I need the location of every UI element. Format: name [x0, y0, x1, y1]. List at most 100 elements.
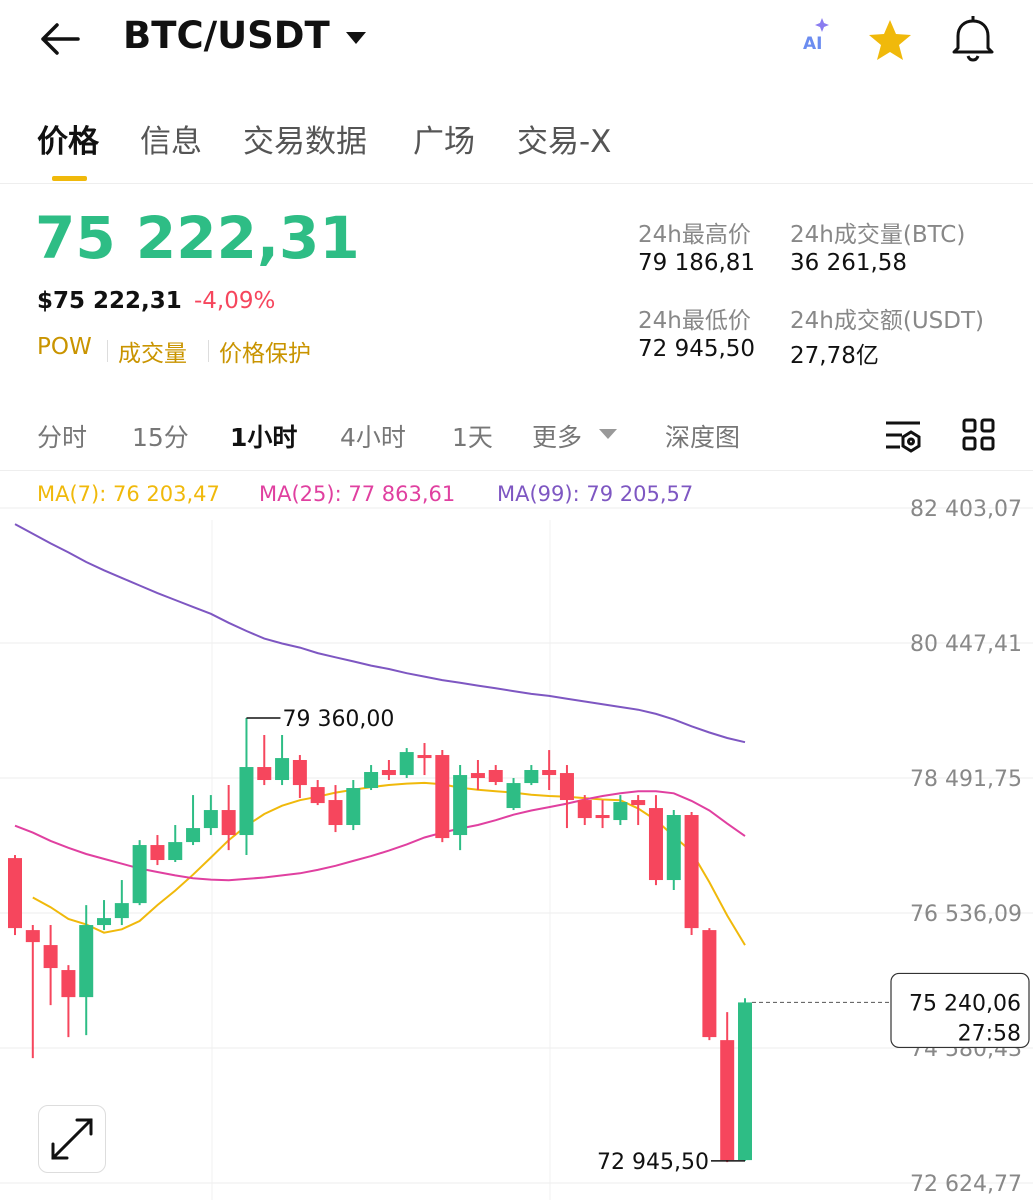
current-price-box [890, 972, 1030, 1049]
back-icon[interactable] [38, 20, 82, 60]
stat-value: 36 261,58 [790, 250, 908, 276]
indicator-icon[interactable] [884, 418, 924, 454]
stat-value: 79 186,81 [638, 250, 756, 276]
candle-body [275, 758, 290, 781]
divider [0, 183, 1033, 184]
divider [0, 470, 1033, 471]
ai-sparkle [815, 18, 829, 32]
interval[interactable]: 深度图 [665, 423, 741, 452]
interval[interactable]: 1天 [452, 423, 493, 452]
expand-button[interactable] [38, 1105, 106, 1173]
candle-body [239, 767, 254, 836]
candle-body [150, 845, 165, 861]
candle-body [25, 930, 40, 943]
candle-body [613, 802, 628, 821]
price-change: -4,09% [194, 288, 276, 314]
candle-body [684, 815, 699, 929]
candle-body [738, 1002, 752, 1161]
tag[interactable]: POW [37, 334, 92, 360]
candle-body [328, 800, 343, 826]
ma-legend: MA(7): 76 203,47 [37, 482, 220, 506]
candle-body [648, 808, 663, 881]
candle-body [8, 858, 22, 929]
tab[interactable]: 信息 [140, 124, 202, 160]
candle-body [132, 845, 147, 904]
candle-body [221, 810, 236, 836]
candle-body [559, 773, 574, 801]
stat-label: 24h最低价 [638, 308, 751, 334]
annotation-label: 72 945,50 [597, 1150, 709, 1175]
interval[interactable]: 更多 [532, 423, 583, 452]
candlestick-chart: 79 360,00 72 945,50 MA(7): 76 203,47 MA(25)… [0, 482, 1033, 1200]
y-tick-label: 80 447,41 [910, 632, 1022, 657]
dropdown-icon[interactable] [344, 30, 368, 46]
candle-body [399, 752, 414, 776]
y-tick-label: 78 491,75 [910, 767, 1022, 792]
y-tick-label: 72 624,77 [910, 1172, 1022, 1197]
ma-legend: MA(25): 77 863,61 [259, 482, 455, 506]
candle-body [631, 800, 646, 806]
ai-icon[interactable]: AI [803, 34, 823, 54]
candle-body [435, 755, 450, 839]
interval[interactable]: 4小时 [340, 423, 406, 452]
bell-icon[interactable] [950, 14, 996, 62]
interval[interactable]: 15分 [132, 423, 189, 452]
candle-body [61, 970, 76, 998]
tab-underline [52, 176, 87, 181]
tag-sep [107, 340, 108, 362]
candle-body [203, 810, 218, 829]
candle-body [310, 787, 325, 804]
candle-body [488, 770, 503, 783]
ma-legend: MA(99): 79 205,57 [497, 482, 693, 506]
candle-body [186, 828, 201, 843]
current-price-label: 75 240,06 [909, 991, 1021, 1016]
more-arrow [599, 429, 617, 439]
stat-label: 24h最高价 [638, 222, 751, 248]
tab[interactable]: 交易-X [517, 124, 612, 160]
stat-value: 27,78亿 [790, 343, 879, 369]
interval[interactable]: 1小时 [230, 423, 298, 452]
star-icon[interactable] [867, 18, 913, 62]
tab[interactable]: 价格 [37, 124, 99, 160]
layout-icon[interactable] [962, 418, 996, 452]
tag[interactable]: 成交量 [118, 341, 187, 367]
tab[interactable]: 广场 [413, 124, 475, 160]
tab[interactable]: 交易数据 [243, 124, 367, 160]
tag[interactable]: 价格保护 [219, 341, 311, 367]
candle-body [168, 842, 183, 861]
pair-title[interactable]: BTC/USDT [123, 14, 330, 57]
stat-label: 24h成交额(USDT) [790, 308, 984, 334]
candle-body [346, 788, 361, 826]
candle-body [666, 815, 681, 881]
candle-body [453, 775, 468, 836]
tag-sep [208, 340, 209, 362]
candle-body [702, 930, 717, 1038]
candle-body [542, 770, 557, 776]
y-tick-label: 76 536,09 [910, 902, 1022, 927]
y-tick-label: 82 403,07 [910, 497, 1022, 522]
candle-body [257, 767, 272, 781]
candle-body [97, 918, 112, 926]
candle-body [595, 815, 610, 819]
expand-icon [51, 1118, 93, 1160]
candle-body [524, 770, 539, 784]
candle-body [292, 759, 307, 786]
candle-body [417, 755, 432, 759]
candle-body [43, 945, 58, 969]
candle-body [720, 1040, 735, 1161]
usd-price: $75 222,31 [37, 288, 182, 314]
candle-body [114, 903, 129, 919]
interval[interactable]: 分时 [37, 423, 88, 452]
annotation-label: 79 360,00 [282, 707, 394, 732]
last-price: 75 222,31 [35, 204, 360, 272]
candle-body [506, 783, 521, 809]
candle-body [364, 772, 379, 789]
candle-body [381, 770, 396, 776]
candle-body [470, 773, 485, 779]
stat-label: 24h成交量(BTC) [790, 222, 966, 248]
candle-body [577, 800, 592, 819]
candle-body [79, 925, 94, 998]
stat-value: 72 945,50 [638, 336, 756, 362]
countdown-label: 27:58 [958, 1021, 1021, 1046]
